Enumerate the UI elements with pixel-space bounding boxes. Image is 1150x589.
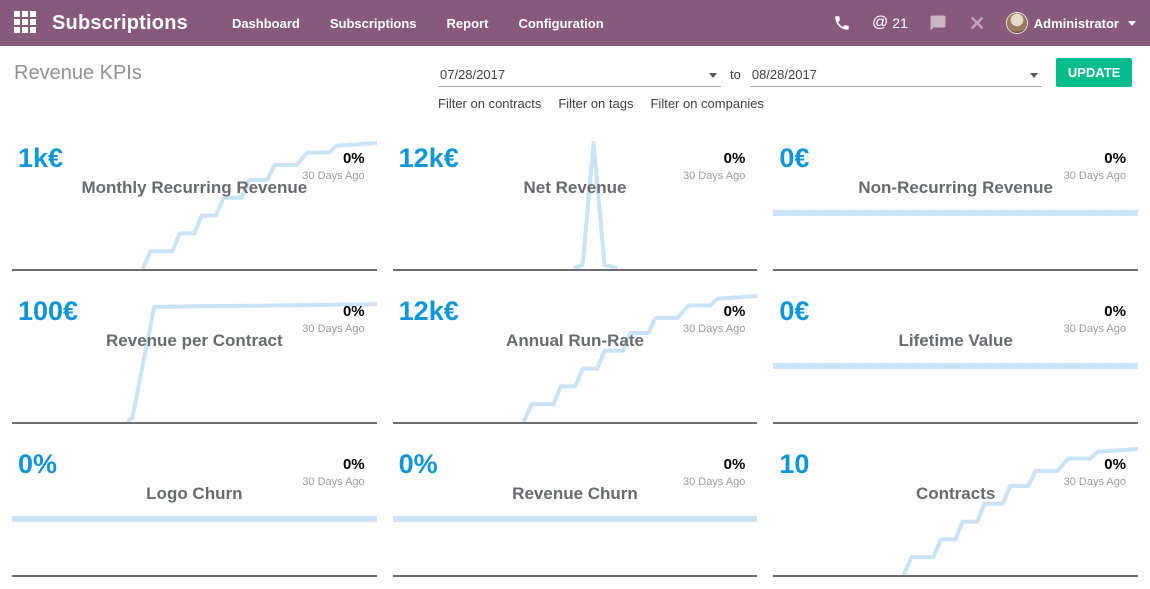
kpi-sparkline-chart — [12, 285, 377, 422]
kpi-delta: 0% 30 Days Ago — [302, 150, 364, 182]
activity-count: 21 — [892, 15, 908, 31]
menu-item-configuration[interactable]: Configuration — [518, 15, 604, 31]
kpi-change: 0% — [723, 456, 746, 473]
messages-icon[interactable] — [929, 14, 947, 32]
kpi-change: 0% — [1104, 303, 1126, 320]
kpi-delta: 0% 30 Days Ago — [1064, 303, 1126, 335]
kpi-value: 1k€ — [18, 143, 64, 173]
kpi-value: 12k€ — [398, 143, 459, 173]
kpi-card[interactable]: 10 Contracts 0% 30 Days Ago — [773, 438, 1138, 577]
kpi-title: Annual Run-Rate — [506, 331, 644, 350]
kpi-delta: 0% 30 Days Ago — [683, 456, 745, 488]
kpi-change-label: 30 Days Ago — [682, 323, 746, 335]
kpi-card[interactable]: 0€ Non-Recurring Revenue 0% 30 Days Ago — [773, 132, 1138, 271]
navbar: Subscriptions Dashboard Subscriptions Re… — [0, 0, 1150, 46]
kpi-title: Contracts — [915, 484, 996, 503]
menu-item-report[interactable]: Report — [446, 15, 489, 31]
phone-icon[interactable] — [833, 14, 851, 32]
date-range-row: 07/28/2017 to 08/28/2017 UPDATE — [438, 58, 1140, 87]
user-avatar — [1006, 13, 1027, 33]
kpi-change: 0% — [342, 456, 365, 473]
kpi-change: 0% — [723, 150, 746, 167]
update-button[interactable]: UPDATE — [1055, 58, 1133, 87]
menu-item-subscriptions[interactable]: Subscriptions — [329, 15, 417, 31]
kpi-delta: 0% 30 Days Ago — [683, 303, 745, 335]
kpi-grid: 1k€ Monthly Recurring Revenue 0% 30 Days… — [0, 132, 1150, 577]
user-menu[interactable]: Administrator — [1006, 13, 1136, 33]
main-menu: Dashboard Subscriptions Report Configura… — [232, 16, 604, 31]
kpi-delta: 0% 30 Days Ago — [1064, 150, 1126, 182]
kpi-value: 0€ — [779, 296, 810, 326]
kpi-change: 0% — [342, 150, 365, 167]
kpi-sparkline-chart — [773, 438, 1138, 575]
kpi-title: Net Revenue — [523, 178, 627, 197]
kpi-sparkline-chart — [393, 438, 758, 575]
kpi-delta: 0% 30 Days Ago — [302, 303, 364, 335]
kpi-change: 0% — [723, 303, 746, 320]
kpi-change: 0% — [342, 303, 365, 320]
kpi-title: Lifetime Value — [898, 331, 1013, 350]
kpi-value: 100€ — [18, 296, 79, 326]
kpi-title: Non-Recurring Revenue — [858, 178, 1053, 197]
date-from-caret-icon[interactable] — [709, 73, 717, 78]
kpi-value: 0% — [18, 449, 58, 479]
date-to-value: 08/28/2017 — [751, 67, 817, 82]
date-from-value: 07/28/2017 — [440, 67, 506, 82]
kpi-title: Logo Churn — [146, 484, 243, 503]
filter-links: Filter on contracts Filter on tags Filte… — [438, 96, 1140, 111]
kpi-sparkline-chart — [12, 132, 377, 269]
to-label: to — [730, 67, 741, 82]
chevron-down-icon — [1128, 20, 1136, 26]
kpi-change-label: 30 Days Ago — [1063, 323, 1126, 335]
navbar-right: @ 21 Administrator — [833, 13, 1136, 33]
filter-on-tags-link[interactable]: Filter on tags — [558, 96, 634, 111]
kpi-delta: 0% 30 Days Ago — [683, 150, 745, 182]
page-header: Revenue KPIs 07/28/2017 to 08/28/2017 UP… — [0, 46, 1150, 111]
kpi-value: 10 — [779, 449, 810, 479]
filter-on-contracts-link[interactable]: Filter on contracts — [438, 96, 542, 111]
kpi-card[interactable]: 100€ Revenue per Contract 0% 30 Days Ago — [12, 285, 377, 424]
kpi-change-label: 30 Days Ago — [1063, 170, 1126, 182]
page-title: Revenue KPIs — [14, 62, 142, 84]
kpi-change-label: 30 Days Ago — [682, 476, 746, 488]
kpi-card[interactable]: 12k€ Net Revenue 0% 30 Days Ago — [392, 132, 758, 271]
kpi-delta: 0% 30 Days Ago — [302, 456, 364, 488]
date-to-input[interactable]: 08/28/2017 — [749, 64, 1042, 87]
kpi-change-label: 30 Days Ago — [1063, 476, 1126, 488]
app-title[interactable]: Subscriptions — [52, 11, 188, 34]
user-name: Administrator — [1033, 15, 1119, 31]
kpi-card[interactable]: 12k€ Annual Run-Rate 0% 30 Days Ago — [392, 285, 758, 424]
header-controls: 07/28/2017 to 08/28/2017 UPDATE Filter o… — [438, 58, 1140, 111]
activities-counter[interactable]: @ 21 — [872, 14, 908, 32]
kpi-value: 0% — [398, 449, 438, 479]
kpi-title: Monthly Recurring Revenue — [81, 178, 308, 197]
kpi-change-label: 30 Days Ago — [302, 323, 365, 335]
kpi-change-label: 30 Days Ago — [302, 476, 365, 488]
tools-icon[interactable] — [968, 14, 986, 32]
apps-grid-icon[interactable] — [14, 11, 38, 35]
kpi-change: 0% — [1104, 456, 1126, 473]
kpi-value: 0€ — [779, 143, 810, 173]
kpi-card[interactable]: 1k€ Monthly Recurring Revenue 0% 30 Days… — [12, 132, 377, 271]
kpi-sparkline-chart — [773, 132, 1138, 269]
kpi-sparkline-chart — [393, 285, 758, 422]
kpi-sparkline-chart — [773, 285, 1138, 422]
kpi-delta: 0% 30 Days Ago — [1064, 456, 1126, 488]
date-from-input[interactable]: 07/28/2017 — [438, 64, 721, 87]
kpi-change: 0% — [1104, 150, 1126, 167]
kpi-card[interactable]: 0% Logo Churn 0% 30 Days Ago — [12, 438, 377, 577]
kpi-title: Revenue per Contract — [105, 331, 283, 350]
kpi-title: Revenue Churn — [512, 484, 638, 503]
kpi-card[interactable]: 0% Revenue Churn 0% 30 Days Ago — [392, 438, 758, 577]
at-icon: @ — [871, 14, 889, 31]
kpi-value: 12k€ — [398, 296, 459, 326]
kpi-change-label: 30 Days Ago — [302, 170, 365, 182]
kpi-change-label: 30 Days Ago — [682, 170, 746, 182]
date-to-caret-icon[interactable] — [1029, 73, 1038, 78]
filter-on-companies-link[interactable]: Filter on companies — [650, 96, 764, 111]
kpi-sparkline-chart — [393, 132, 758, 269]
menu-item-dashboard[interactable]: Dashboard — [231, 15, 300, 31]
kpi-sparkline-chart — [12, 438, 377, 575]
kpi-card[interactable]: 0€ Lifetime Value 0% 30 Days Ago — [773, 285, 1138, 424]
